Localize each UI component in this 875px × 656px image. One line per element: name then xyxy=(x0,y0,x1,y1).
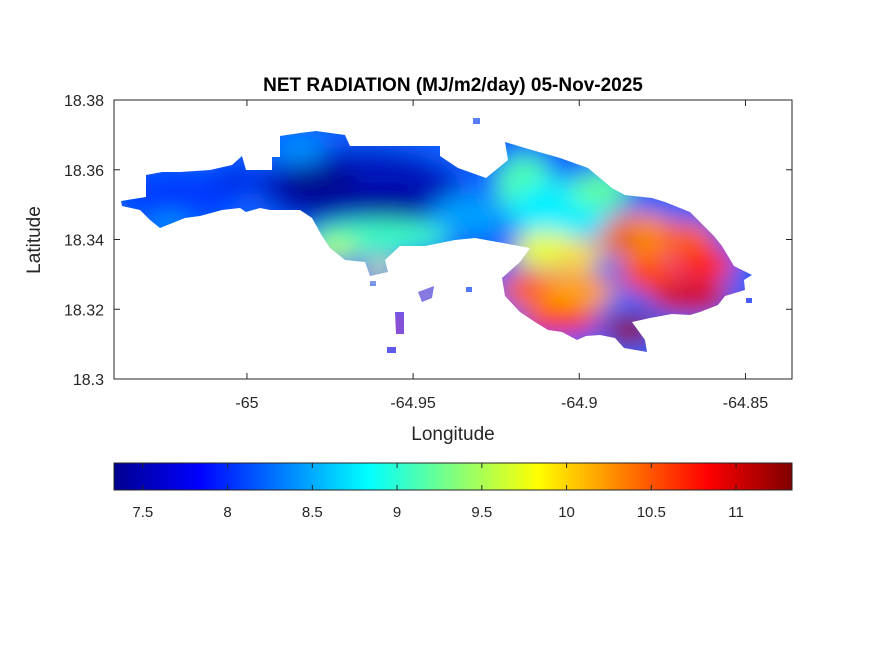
y-axis-label: Latitude xyxy=(24,206,45,274)
y-axis: 18.3 18.32 18.34 18.36 18.38 xyxy=(64,93,792,389)
colorbar-tick-label: 8 xyxy=(223,504,231,521)
colorbar-tick-label: 11 xyxy=(728,504,744,521)
chart-title: NET RADIATION (MJ/m2/day) 05-Nov-2025 xyxy=(263,75,643,96)
colorbar-tick-label: 9 xyxy=(393,504,401,521)
colorbar-tick-label: 10 xyxy=(558,504,575,521)
colorbar-tick-label: 8.5 xyxy=(302,504,323,521)
colorbar-ticks: 7.5 8 8.5 9 9.5 10 10.5 11 xyxy=(132,463,744,521)
y-tick-label: 18.38 xyxy=(64,93,104,110)
colorbar-tick-label: 7.5 xyxy=(132,504,153,521)
x-axis: -65 -64.95 -64.9 -64.85 xyxy=(235,100,768,412)
x-tick-label: -64.95 xyxy=(390,395,435,412)
x-tick-label: -65 xyxy=(235,395,258,412)
y-tick-label: 18.36 xyxy=(64,163,104,180)
y-tick-label: 18.32 xyxy=(64,302,104,319)
x-tick-label: -64.85 xyxy=(723,395,768,412)
colorbar-tick-label: 10.5 xyxy=(637,504,666,521)
x-axis-label: Longitude xyxy=(411,424,494,445)
y-tick-label: 18.3 xyxy=(73,372,104,389)
x-tick-label: -64.9 xyxy=(561,395,598,412)
y-tick-label: 18.34 xyxy=(64,233,104,250)
colorbar xyxy=(113,462,793,491)
colorbar-tick-label: 9.5 xyxy=(471,504,492,521)
